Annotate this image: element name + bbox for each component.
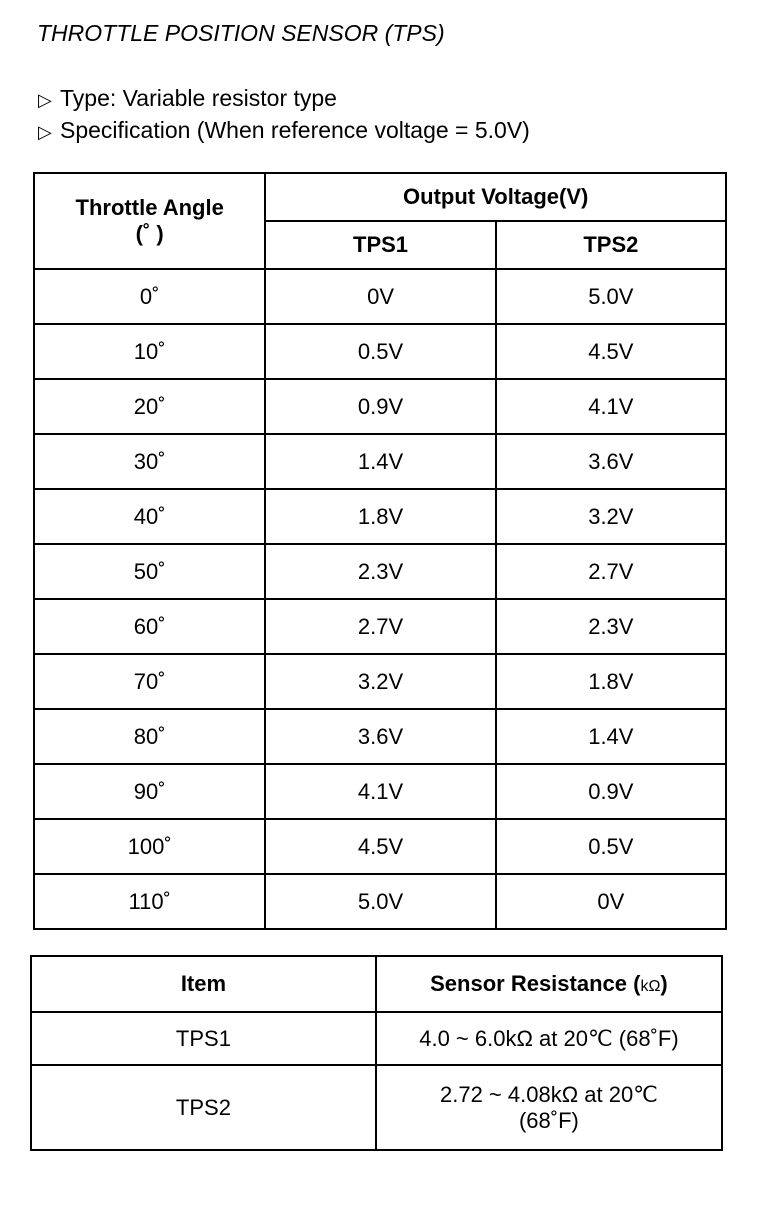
tps2-cell: 0V [494, 873, 728, 930]
bullet-specification: ▷ Specification (When reference voltage =… [38, 117, 530, 144]
table-row: 10˚ 0.5V 4.5V [32, 323, 728, 380]
tps2-cell: 1.4V [494, 708, 728, 765]
tps1-cell: 0.9V [264, 378, 497, 435]
table-row: TPS2 2.72 ~ 4.08kΩ at 20℃ (68˚F) [30, 1064, 724, 1151]
tps1-cell: 3.6V [264, 708, 497, 765]
angle-cell: 80˚ [32, 708, 267, 765]
tps1-cell: 2.7V [264, 598, 497, 655]
table-row: 110˚ 5.0V 0V [32, 873, 728, 930]
voltage-table: Throttle Angle (˚ ) Output Voltage(V) TPS… [32, 172, 728, 930]
tps1-cell: 4.1V [264, 763, 497, 820]
table-row: 0˚ 0V 5.0V [32, 268, 728, 325]
bullet-text: Specification (When reference voltage = … [60, 117, 530, 143]
tps2-cell: 3.6V [494, 433, 728, 490]
resistance-table: Item Sensor Resistance (kΩ) TPS1 4.0 ~ 6… [30, 955, 724, 1151]
tps2-cell: 0.9V [494, 763, 728, 820]
tps2-cell: 3.2V [494, 488, 728, 545]
tps2-cell: 0.5V [494, 818, 728, 875]
table-row: 30˚ 1.4V 3.6V [32, 433, 728, 490]
tps2-cell: 2.3V [494, 598, 728, 655]
table-row: 20˚ 0.9V 4.1V [32, 378, 728, 435]
angle-cell: 20˚ [32, 378, 267, 435]
table-row: 40˚ 1.8V 3.2V [32, 488, 728, 545]
tps2-cell: 5.0V [494, 268, 728, 325]
angle-cell: 30˚ [32, 433, 267, 490]
bullet-text: Type: Variable resistor type [60, 85, 337, 111]
angle-cell: 90˚ [32, 763, 267, 820]
table-row: 100˚ 4.5V 0.5V [32, 818, 728, 875]
triangle-right-outline-icon: ▷ [38, 90, 52, 110]
table-row: TPS1 4.0 ~ 6.0kΩ at 20℃ (68˚F) [30, 1011, 724, 1066]
tps1-cell: 2.3V [264, 543, 497, 600]
triangle-right-outline-icon: ▷ [38, 122, 52, 142]
table-row: 60˚ 2.7V 2.3V [32, 598, 728, 655]
angle-cell: 50˚ [32, 543, 267, 600]
tps2-header: TPS2 [494, 220, 728, 270]
tps1-cell: 0V [264, 268, 497, 325]
tps1-header: TPS1 [264, 220, 497, 270]
item-header: Item [30, 955, 377, 1013]
tps1-cell: 4.5V [264, 818, 497, 875]
page-title: THROTTLE POSITION SENSOR (TPS) [37, 20, 445, 46]
tps2-cell: 2.7V [494, 543, 728, 600]
angle-cell: 10˚ [32, 323, 267, 380]
table-row: 50˚ 2.3V 2.7V [32, 543, 728, 600]
angle-cell: 70˚ [32, 653, 267, 710]
bullet-type: ▷ Type: Variable resistor type [38, 85, 337, 112]
output-voltage-header: Output Voltage(V) [264, 172, 727, 222]
table-row: 80˚ 3.6V 1.4V [32, 708, 728, 765]
angle-cell: 40˚ [32, 488, 267, 545]
angle-cell: 100˚ [32, 818, 267, 875]
angle-cell: 0˚ [32, 268, 267, 325]
angle-cell: 60˚ [32, 598, 267, 655]
tps2-cell: 4.1V [494, 378, 728, 435]
tps1-cell: 1.4V [264, 433, 497, 490]
item-cell: TPS2 [30, 1064, 377, 1151]
sensor-resistance-header: Sensor Resistance (kΩ) [374, 955, 724, 1013]
tps1-cell: 3.2V [264, 653, 497, 710]
resistance-cell: 2.72 ~ 4.08kΩ at 20℃ (68˚F) [374, 1064, 724, 1151]
resistance-cell: 4.0 ~ 6.0kΩ at 20℃ (68˚F) [374, 1011, 724, 1066]
tps1-cell: 5.0V [264, 873, 497, 930]
item-cell: TPS1 [30, 1011, 377, 1066]
throttle-angle-header: Throttle Angle (˚ ) [32, 172, 267, 270]
tps2-cell: 1.8V [494, 653, 728, 710]
tps1-cell: 0.5V [264, 323, 497, 380]
angle-cell: 110˚ [32, 873, 267, 930]
tps2-cell: 4.5V [494, 323, 728, 380]
tps1-cell: 1.8V [264, 488, 497, 545]
table-row: 90˚ 4.1V 0.9V [32, 763, 728, 820]
table-row: 70˚ 3.2V 1.8V [32, 653, 728, 710]
